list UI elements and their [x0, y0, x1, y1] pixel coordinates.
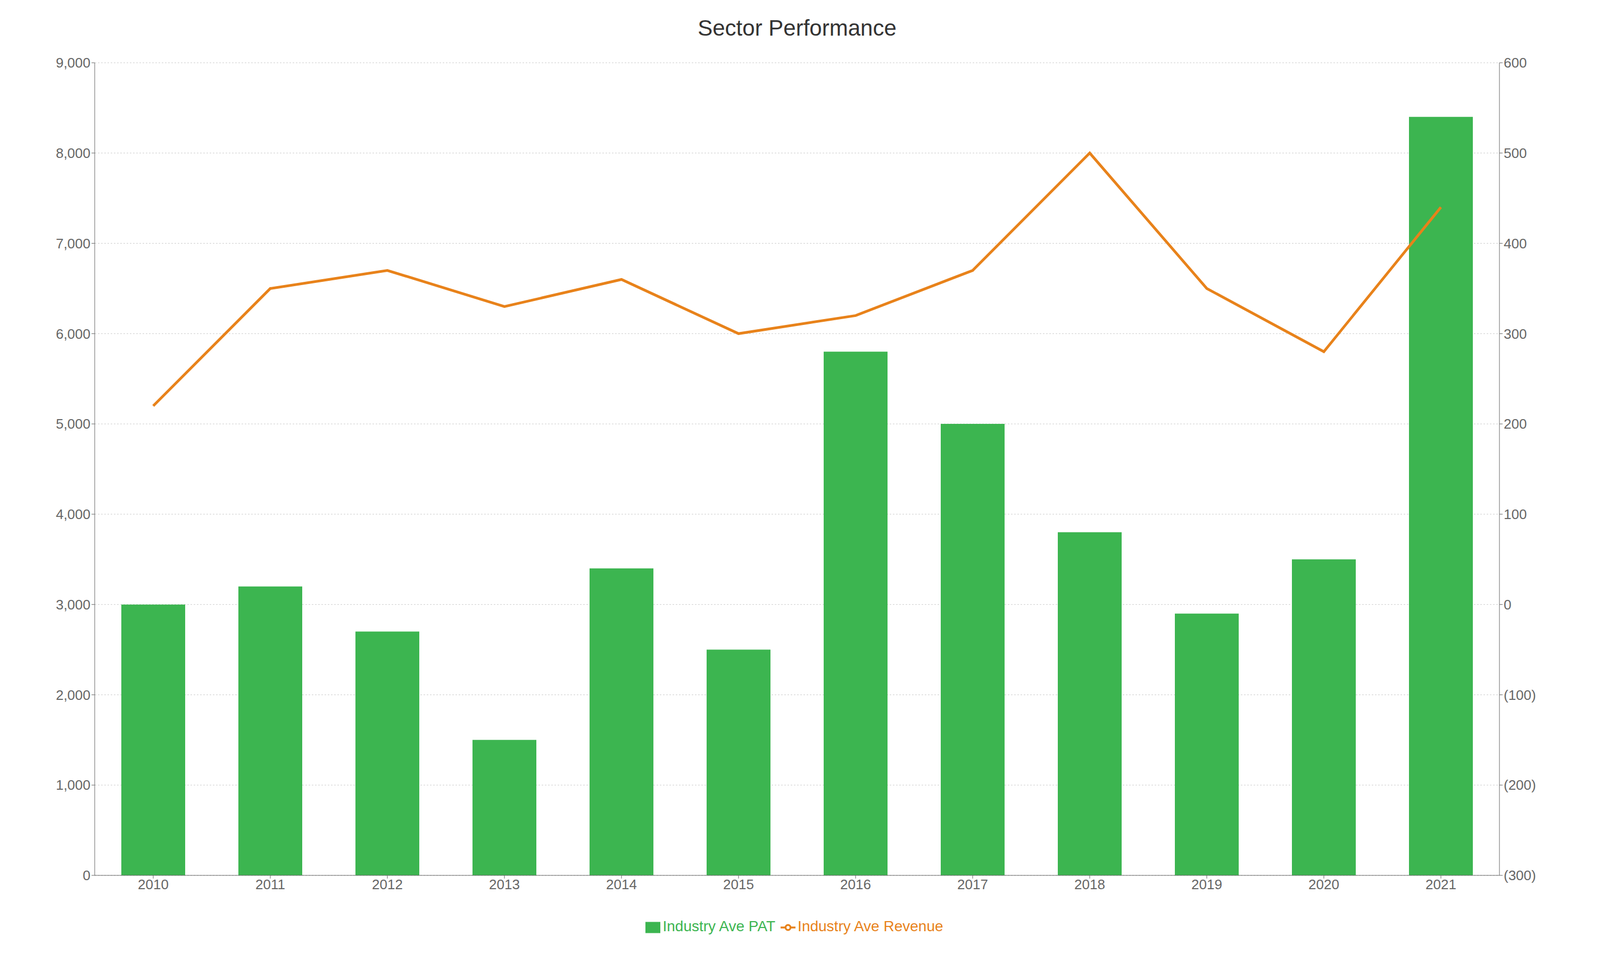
- svg-text:7,000: 7,000: [55, 235, 91, 252]
- svg-text:2016: 2016: [840, 876, 872, 893]
- svg-text:1,000: 1,000: [55, 777, 91, 794]
- svg-text:2012: 2012: [371, 876, 403, 893]
- html-text:Industry Ave PAT: Industry Ave PAT: [662, 918, 776, 935]
- svg-text:2018: 2018: [1074, 876, 1106, 893]
- svg-text:2,000: 2,000: [55, 687, 91, 704]
- svg-text:2021: 2021: [1425, 876, 1457, 893]
- svg-text:9,000: 9,000: [55, 54, 91, 71]
- svg-text:200: 200: [1503, 416, 1527, 433]
- svg-text:500: 500: [1503, 145, 1527, 162]
- svg-text:300: 300: [1503, 326, 1527, 343]
- svg-text:2017: 2017: [957, 876, 989, 893]
- svg-text:2010: 2010: [137, 876, 169, 893]
- svg-text:2013: 2013: [488, 876, 520, 893]
- svg-text:2011: 2011: [255, 876, 286, 893]
- svg-text:6,000: 6,000: [55, 326, 91, 343]
- svg-text:(100): (100): [1503, 687, 1537, 704]
- svg-text:(300): (300): [1503, 867, 1537, 884]
- svg-text:2020: 2020: [1308, 876, 1340, 893]
- svg-text:2014: 2014: [606, 876, 637, 893]
- svg-text:600: 600: [1503, 54, 1527, 71]
- html-text:Sector Performance: Sector Performance: [697, 15, 897, 41]
- svg-text:3,000: 3,000: [55, 597, 91, 613]
- svg-text:2019: 2019: [1191, 876, 1223, 893]
- svg-text:0: 0: [1503, 597, 1512, 613]
- svg-text:2015: 2015: [723, 876, 754, 893]
- svg-text:4,000: 4,000: [55, 506, 91, 523]
- html-text:Industry Ave Revenue: Industry Ave Revenue: [797, 918, 944, 935]
- svg-text:0: 0: [83, 867, 91, 884]
- svg-text:(200): (200): [1503, 777, 1537, 794]
- svg-text:400: 400: [1503, 235, 1527, 252]
- svg-text:100: 100: [1503, 506, 1527, 523]
- svg-text:8,000: 8,000: [55, 145, 91, 162]
- svg-text:5,000: 5,000: [55, 416, 91, 433]
